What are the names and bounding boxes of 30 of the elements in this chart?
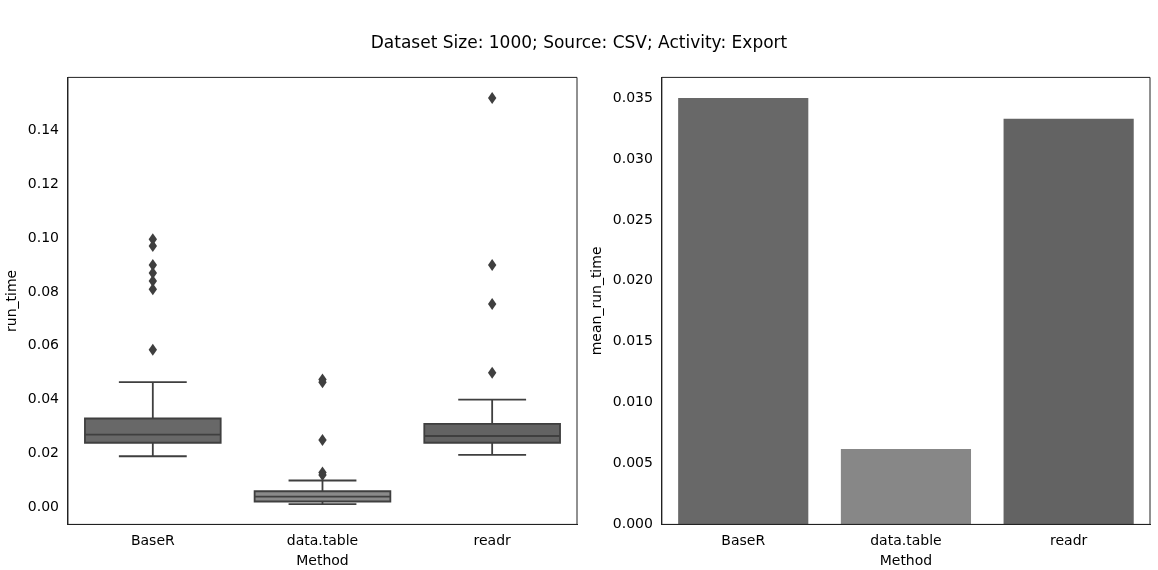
y-tick-label: 0.12 [27, 174, 59, 191]
y-tick-label: 0.030 [612, 149, 653, 166]
chart-title: Dataset Size: 1000; Source: CSV; Activity: Export [369, 32, 789, 52]
x-tick-label: data.table [870, 532, 942, 549]
y-tick-label: 0.000 [612, 515, 653, 532]
y-tick-label: 0.14 [27, 120, 60, 137]
bar [1003, 118, 1134, 525]
y-tick-label: 0.00 [27, 498, 59, 515]
bar [678, 98, 809, 525]
y-tick-label: 0.02 [27, 444, 59, 461]
y-axis-title: run_time [3, 269, 20, 332]
x-axis-title: Method [879, 552, 933, 569]
x-tick-label: data.table [286, 532, 359, 549]
y-tick-label: 0.10 [27, 228, 59, 245]
y-tick-label: 0.020 [612, 271, 653, 288]
y-tick-label: 0.035 [612, 88, 653, 105]
y-tick-label: 0.010 [612, 393, 653, 410]
x-tick-label: readr [1050, 532, 1088, 549]
y-tick-label: 0.08 [27, 282, 59, 299]
y-tick-label: 0.005 [612, 454, 653, 471]
x-tick-label: BaseR [130, 532, 175, 549]
y-tick-label: 0.025 [612, 210, 653, 227]
y-tick-label: 0.04 [27, 390, 60, 407]
y-tick-label: 0.015 [612, 332, 653, 349]
x-tick-label: BaseR [721, 532, 766, 549]
y-tick-label: 0.06 [27, 336, 60, 353]
y-axis-title: mean_run_time [588, 246, 605, 356]
x-tick-label: readr [473, 532, 512, 549]
bar [840, 448, 972, 525]
x-axis-title: Method [296, 552, 349, 569]
